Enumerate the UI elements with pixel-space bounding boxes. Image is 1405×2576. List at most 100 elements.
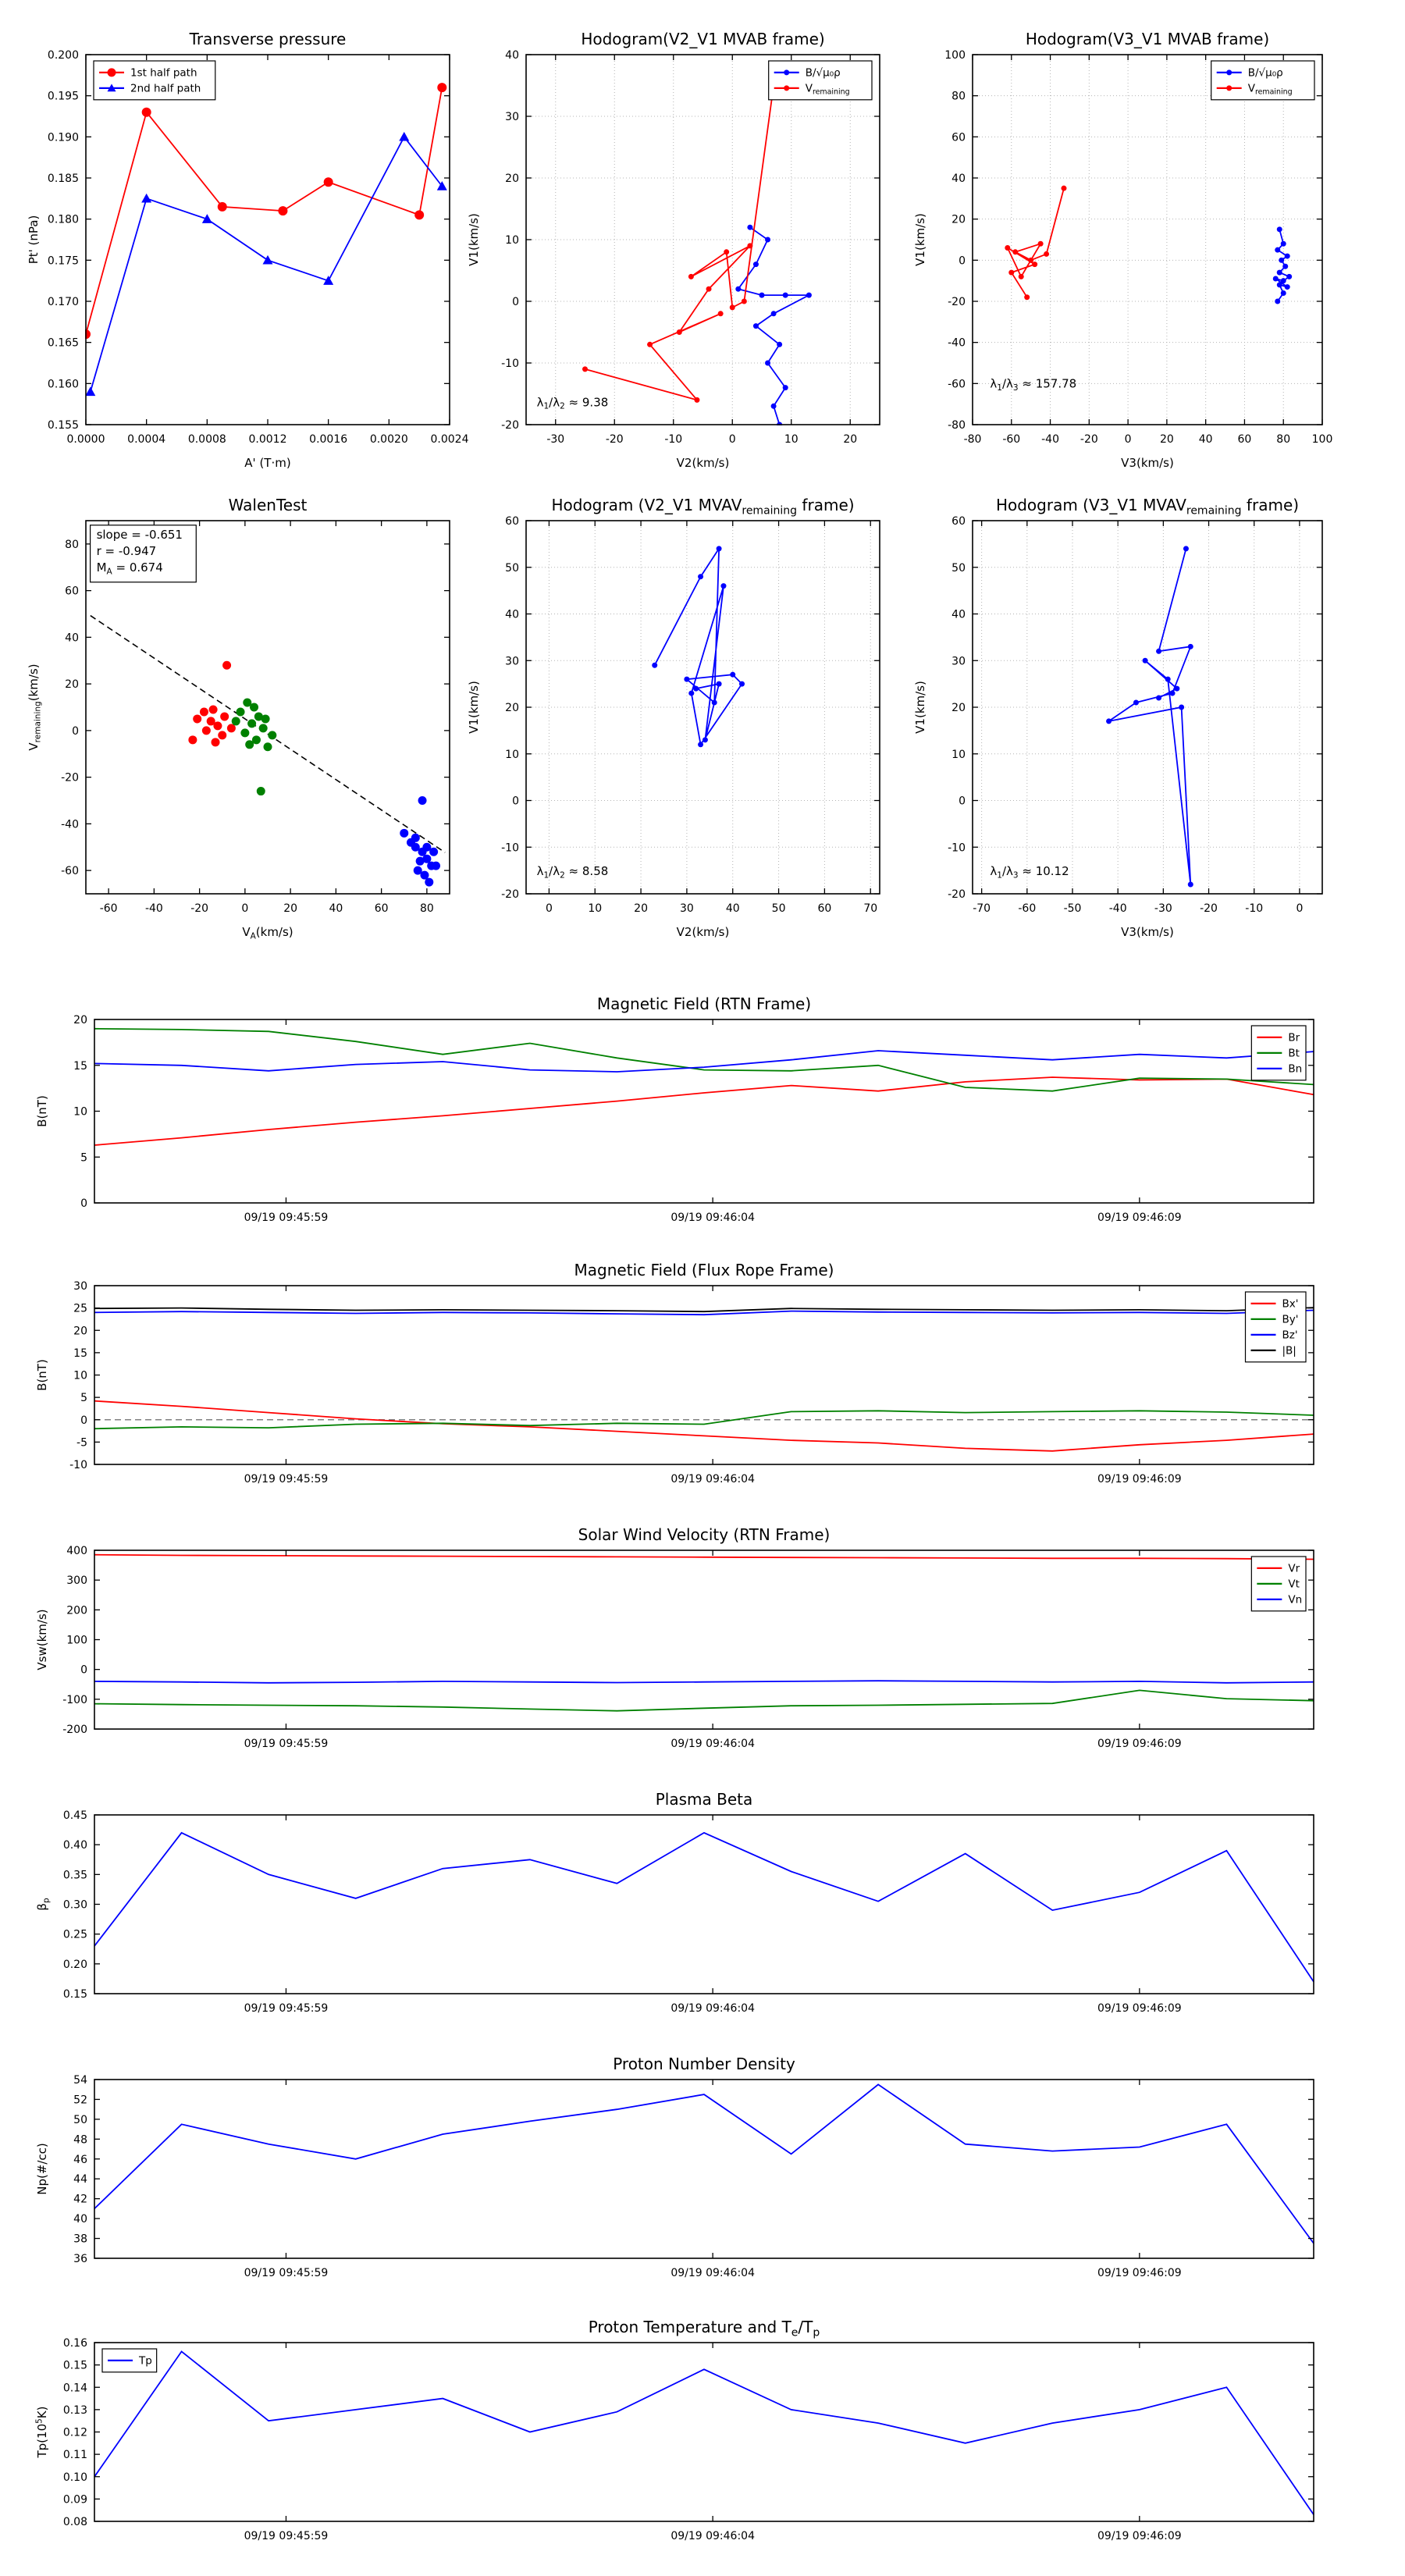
y-tick-label: 40 xyxy=(65,632,79,644)
y-tick-label: -10 xyxy=(501,358,519,370)
x-tick-label: -60 xyxy=(1018,902,1036,915)
marker-dot xyxy=(1106,718,1112,724)
marker-triangle xyxy=(399,131,410,141)
marker-dot xyxy=(1179,704,1185,710)
x-tick-label: -80 xyxy=(964,433,982,446)
marker-dot xyxy=(806,292,812,298)
stats-line: r = -0.947 xyxy=(97,544,157,558)
y-axis-label: V1(km/s) xyxy=(913,213,927,266)
x-tick-label: 0.0016 xyxy=(309,433,347,446)
x-tick-label: -70 xyxy=(973,902,991,915)
y-tick-label: -10 xyxy=(501,841,519,854)
marker-circle xyxy=(437,83,447,93)
legend-label: Tp xyxy=(138,2354,152,2367)
legend-label: Bn xyxy=(1288,1062,1302,1075)
x-tick-label: 09/19 09:45:59 xyxy=(244,1738,329,1750)
legend-label: 1st half path xyxy=(130,66,197,79)
annotation: λ1/λ3 ≈ 157.78 xyxy=(990,377,1076,393)
marker-circle xyxy=(411,842,420,852)
series-by-prime xyxy=(94,1410,1314,1430)
x-tick-label: 0 xyxy=(241,902,248,915)
y-tick-label: 0.165 xyxy=(48,337,79,350)
panel-transverse-pressure: 0.0000 0.0004 0.0008 0.0012 0.0016 0.0020 0.00… xyxy=(27,30,469,470)
series-vn xyxy=(94,1680,1314,1684)
series-bx-prime xyxy=(94,1400,1314,1452)
y-tick-label: 15 xyxy=(73,1060,87,1073)
y-tick-label: 400 xyxy=(66,1545,87,1557)
x-tick-label: -10 xyxy=(1245,902,1263,915)
x-tick-label: 20 xyxy=(1160,433,1174,446)
y-tick-label: 36 xyxy=(73,2253,87,2265)
y-tick-label: 0.30 xyxy=(63,1899,87,1912)
series-group xyxy=(94,1307,1314,1452)
marker-circle xyxy=(425,877,434,887)
y-tick-label: 60 xyxy=(505,515,519,528)
y-axis-label: B(nT) xyxy=(35,1095,49,1127)
x-tick-label: 09/19 09:46:09 xyxy=(1097,1212,1182,1224)
panel-title: Transverse pressure xyxy=(189,30,347,48)
x-tick-label: 09/19 09:46:09 xyxy=(1097,1473,1182,1485)
marker-circle xyxy=(429,847,439,856)
y-tick-label: 50 xyxy=(73,2114,87,2126)
marker-circle xyxy=(193,714,202,724)
marker-circle xyxy=(201,726,211,735)
x-tick-label: 09/19 09:46:04 xyxy=(670,1473,755,1485)
marker-dot xyxy=(676,329,682,335)
y-tick-label: 0.190 xyxy=(48,131,79,144)
series-b-over-sqrt-mu0-rho xyxy=(737,226,809,425)
x-tick-label: 09/19 09:46:04 xyxy=(670,1212,755,1224)
y-tick-label: 80 xyxy=(951,91,966,103)
x-tick-label: 10 xyxy=(784,433,799,446)
marker-dot xyxy=(784,69,790,76)
panel-title: Hodogram(V3_V1 MVAB frame) xyxy=(1026,30,1269,48)
y-tick-label: 0.11 xyxy=(63,2449,87,2461)
marker-circle xyxy=(415,856,425,866)
x-tick-label: -60 xyxy=(1002,433,1020,446)
x-tick-label: 0.0012 xyxy=(249,433,287,446)
x-tick-label: -60 xyxy=(100,902,118,915)
x-axis-label: V3(km/s) xyxy=(1121,456,1174,470)
y-tick-label: 30 xyxy=(505,111,519,123)
marker-dot xyxy=(1169,690,1176,696)
y-tick-label: 40 xyxy=(505,49,519,62)
y-tick-label: 20 xyxy=(65,678,79,691)
legend-label: Vremaining xyxy=(806,82,850,96)
marker-dot xyxy=(1142,657,1148,664)
marker-circle xyxy=(422,854,432,863)
series-bz-prime xyxy=(94,1309,1314,1316)
y-tick-label: 5 xyxy=(80,1392,87,1404)
series-group xyxy=(652,546,745,748)
axes-frame xyxy=(85,520,450,895)
marker-dot xyxy=(747,224,753,230)
y-tick-label: 52 xyxy=(73,2094,87,2106)
marker-dot xyxy=(1005,245,1011,251)
marker-dot xyxy=(747,243,753,249)
x-tick-label: 09/19 09:46:09 xyxy=(1097,2267,1182,2279)
marker-dot xyxy=(1282,263,1289,269)
marker-dot xyxy=(582,366,588,372)
y-tick-label: -40 xyxy=(61,818,79,831)
y-tick-label: 10 xyxy=(505,749,519,761)
marker-triangle xyxy=(201,214,212,223)
x-tick-label: 09/19 09:46:04 xyxy=(670,1738,755,1750)
y-tick-label: 30 xyxy=(73,1280,87,1293)
x-tick-label: 09/19 09:45:59 xyxy=(244,1473,329,1485)
x-tick-label: -40 xyxy=(145,902,163,915)
y-tick-label: 25 xyxy=(73,1303,87,1315)
x-tick-label: 20 xyxy=(634,902,648,915)
y-tick-label: 60 xyxy=(951,131,966,144)
panel-magnetic-field-flux-rope: 09/19 09:45:59 09/19 09:46:04 09/19 09:46:… xyxy=(35,1261,1314,1485)
x-axis-label: VA(km/s) xyxy=(242,925,293,941)
marker-dot xyxy=(698,742,704,748)
marker-circle xyxy=(422,842,432,852)
marker-triangle xyxy=(141,193,152,203)
y-tick-label: 40 xyxy=(951,173,966,185)
panel-hodogram-v3v1-mvab: -80 -60 -40 -20 0 20 40 60 80 100 -80 -60 -40 -20 0 20 4… xyxy=(913,30,1332,470)
y-tick-label: 5 xyxy=(80,1151,87,1164)
panel-proton-temperature: 09/19 09:45:59 09/19 09:46:04 09/19 09:46:… xyxy=(34,2318,1314,2542)
y-tick-label: 10 xyxy=(73,1106,87,1119)
x-tick-label: 60 xyxy=(817,902,831,915)
legend-box xyxy=(1211,60,1315,101)
marker-dot xyxy=(1183,546,1189,552)
